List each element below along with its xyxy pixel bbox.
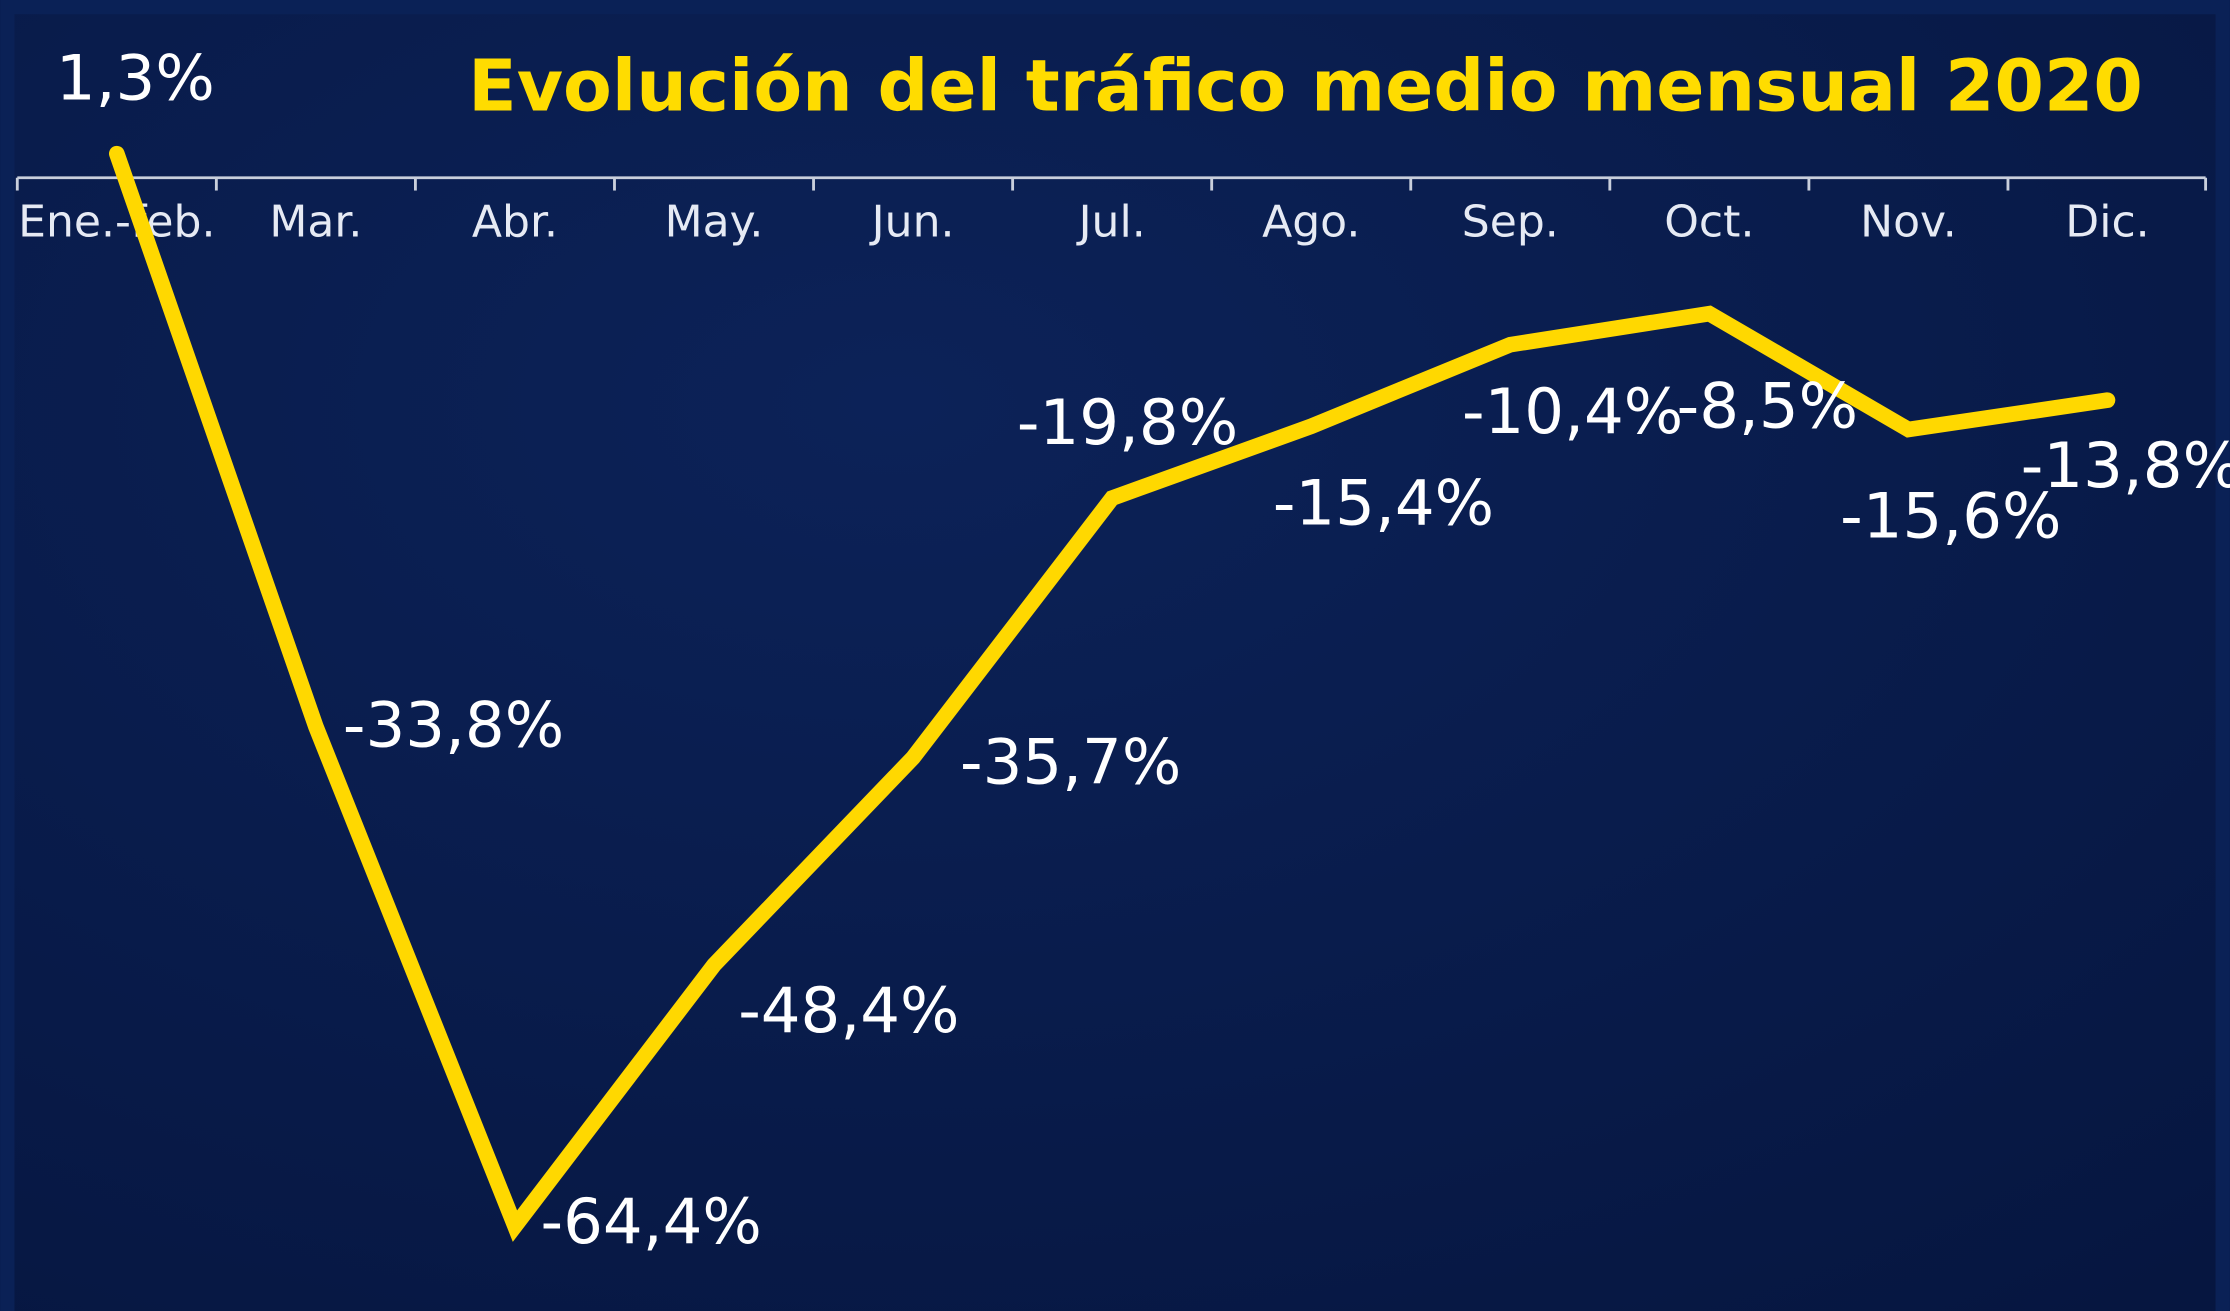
x-tick-label: Ago. — [1262, 197, 1360, 248]
line-series — [108, 145, 2116, 1242]
data-label: -33,8% — [343, 689, 564, 762]
x-tick-label: Abr. — [472, 197, 558, 248]
x-tick-label: Ene.-feb. — [18, 197, 215, 248]
x-tick-label: Mar. — [269, 197, 362, 248]
x-tick-label: Nov. — [1860, 197, 1957, 248]
data-label: -19,8% — [1017, 386, 1238, 459]
data-label: -48,4% — [738, 974, 959, 1047]
chart-title: Evolución del tráfico medio mensual 2020 — [468, 45, 2143, 128]
data-label: 1,3% — [56, 42, 215, 115]
data-label: -15,4% — [1273, 466, 1494, 539]
data-label: -8,5% — [1677, 369, 1858, 442]
x-tick-label: Dic. — [2065, 197, 2149, 248]
x-tick-label: Oct. — [1664, 197, 1754, 248]
x-tick-label: Jun. — [869, 197, 955, 248]
data-label: -35,7% — [960, 725, 1181, 798]
background — [14, 14, 2216, 1311]
data-label: -10,4% — [1462, 375, 1683, 448]
x-tick-label: Jul. — [1076, 197, 1146, 248]
x-tick-label: May. — [665, 197, 764, 248]
data-label: -64,4% — [541, 1185, 762, 1258]
x-tick-label: Sep. — [1462, 197, 1559, 248]
data-label: -15,6% — [1840, 480, 2061, 553]
data-label: -13,8% — [2021, 429, 2230, 502]
